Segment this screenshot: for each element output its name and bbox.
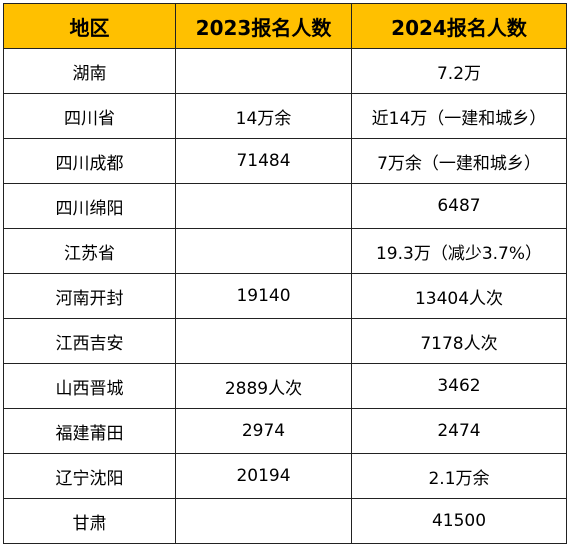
cell-region: 江苏省 bbox=[3, 228, 176, 274]
table-row: 四川成都 71484 7万余（一建和城乡） bbox=[3, 138, 567, 184]
cell-region: 河南开封 bbox=[3, 273, 176, 319]
cell-2024: 2474 bbox=[351, 408, 567, 454]
cell-region: 四川省 bbox=[3, 93, 176, 139]
table-row: 四川省 14万余 近14万（一建和城乡） bbox=[3, 93, 567, 139]
table-row: 四川绵阳 6487 bbox=[3, 183, 567, 229]
cell-2023 bbox=[175, 498, 352, 544]
header-row: 地区 2023报名人数 2024报名人数 bbox=[3, 3, 567, 49]
table-row: 福建莆田 2974 2474 bbox=[3, 408, 567, 454]
header-region: 地区 bbox=[3, 3, 176, 49]
table-row: 江西吉安 7178人次 bbox=[3, 318, 567, 364]
cell-region: 辽宁沈阳 bbox=[3, 453, 176, 499]
cell-region: 江西吉安 bbox=[3, 318, 176, 364]
cell-2023: 19140 bbox=[175, 273, 352, 319]
table-body: 湖南 7.2万 四川省 14万余 近14万（一建和城乡） 四川成都 71484 … bbox=[3, 48, 567, 544]
cell-2024: 13404人次 bbox=[351, 273, 567, 319]
header-2024: 2024报名人数 bbox=[351, 3, 567, 49]
cell-2024: 6487 bbox=[351, 183, 567, 229]
cell-2024: 7.2万 bbox=[351, 48, 567, 94]
cell-2023 bbox=[175, 48, 352, 94]
cell-region: 四川绵阳 bbox=[3, 183, 176, 229]
cell-2023: 2889人次 bbox=[175, 363, 352, 409]
header-2023: 2023报名人数 bbox=[175, 3, 352, 49]
cell-2024: 19.3万（减少3.7%） bbox=[351, 228, 567, 274]
cell-region: 四川成都 bbox=[3, 138, 176, 184]
cell-2023 bbox=[175, 183, 352, 229]
registration-table: 地区 2023报名人数 2024报名人数 湖南 7.2万 四川省 14万余 近1… bbox=[3, 3, 567, 544]
cell-2024: 近14万（一建和城乡） bbox=[351, 93, 567, 139]
table-row: 甘肃 41500 bbox=[3, 498, 567, 544]
cell-2023: 20194 bbox=[175, 453, 352, 499]
cell-2023 bbox=[175, 228, 352, 274]
cell-region: 甘肃 bbox=[3, 498, 176, 544]
cell-2023: 14万余 bbox=[175, 93, 352, 139]
cell-region: 湖南 bbox=[3, 48, 176, 94]
cell-2023: 2974 bbox=[175, 408, 352, 454]
cell-2024: 7万余（一建和城乡） bbox=[351, 138, 567, 184]
cell-region: 山西晋城 bbox=[3, 363, 176, 409]
table-row: 辽宁沈阳 20194 2.1万余 bbox=[3, 453, 567, 499]
cell-2024: 7178人次 bbox=[351, 318, 567, 364]
cell-2024: 3462 bbox=[351, 363, 567, 409]
cell-region: 福建莆田 bbox=[3, 408, 176, 454]
table-row: 山西晋城 2889人次 3462 bbox=[3, 363, 567, 409]
cell-2023 bbox=[175, 318, 352, 364]
table-row: 河南开封 19140 13404人次 bbox=[3, 273, 567, 319]
cell-2024: 2.1万余 bbox=[351, 453, 567, 499]
cell-2024: 41500 bbox=[351, 498, 567, 544]
table-row: 江苏省 19.3万（减少3.7%） bbox=[3, 228, 567, 274]
cell-2023: 71484 bbox=[175, 138, 352, 184]
table-row: 湖南 7.2万 bbox=[3, 48, 567, 94]
table-header: 地区 2023报名人数 2024报名人数 bbox=[3, 3, 567, 49]
